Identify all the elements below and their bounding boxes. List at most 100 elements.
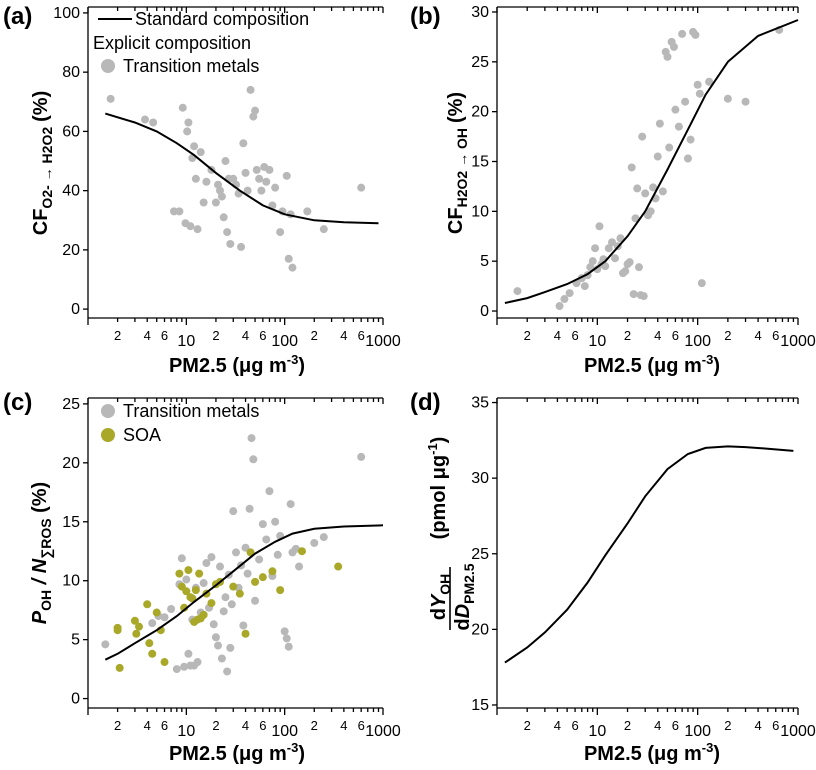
data-point [310, 538, 319, 547]
data-point [646, 207, 655, 216]
data-point [186, 222, 195, 231]
data-point [634, 263, 643, 272]
data-point [249, 455, 258, 464]
data-point [357, 452, 366, 461]
y-tick-label: 5 [480, 253, 489, 270]
x-minor-tick-label: 6 [358, 328, 365, 343]
data-point [674, 122, 683, 131]
x-minor-tick-label: 6 [772, 328, 779, 343]
y-axis-label-b: CFH2O2 → OH(%) [445, 92, 470, 234]
data-point [223, 228, 232, 237]
data-point [246, 85, 255, 94]
data-point [291, 544, 300, 553]
legend-a: Standard composition Explicit compositio… [93, 9, 309, 76]
data-point [217, 654, 226, 663]
y-tick-label: 15 [471, 154, 489, 171]
y-tick-label: 20 [62, 242, 80, 259]
legend-c: Transition metals SOA [101, 401, 259, 445]
x-tick-label: 100 [684, 723, 711, 740]
y-tick-label: 35 [471, 395, 489, 412]
y-tick-label: 60 [62, 123, 80, 140]
data-point [247, 434, 256, 443]
legend-standard-composition: Standard composition [135, 9, 309, 29]
data-point [221, 593, 230, 602]
y-tick-label: 5 [71, 632, 80, 649]
x-tick-label: 10 [177, 333, 195, 350]
data-point [241, 168, 250, 177]
data-point [209, 620, 218, 629]
data-point [251, 577, 260, 586]
data-point [106, 94, 115, 103]
data-point [229, 582, 238, 591]
data-point [251, 106, 260, 115]
data-point [265, 165, 274, 174]
data-point [286, 500, 295, 509]
data-point [180, 603, 189, 612]
data-point [555, 302, 564, 311]
x-minor-tick-label: 6 [772, 718, 779, 733]
data-point [132, 629, 141, 638]
x-minor-tick-label: 4 [554, 328, 561, 343]
data-point [175, 207, 184, 216]
data-point [149, 118, 158, 127]
standard-composition-curve [104, 524, 384, 661]
data-point [241, 629, 250, 638]
x-minor-tick-label: 6 [672, 328, 679, 343]
y-label-d-denominator: dDPM2.5 [452, 563, 477, 630]
x-tick-label: 1000 [365, 333, 401, 350]
data-point [160, 613, 169, 622]
x-minor-tick-label: 6 [571, 328, 578, 343]
data-point [681, 97, 690, 106]
y-tick-label: 0 [71, 691, 80, 708]
data-point [148, 619, 157, 628]
data-point [183, 127, 192, 136]
data-point [691, 30, 700, 39]
x-minor-tick-label: 4 [554, 718, 561, 733]
data-point [258, 573, 267, 582]
data-point [221, 157, 230, 166]
x-minor-tick-label: 4 [144, 328, 151, 343]
data-point [243, 186, 252, 195]
x-minor-tick-label: 4 [242, 328, 249, 343]
data-point [252, 165, 261, 174]
y-label-d-unit: (pmol μg-1) [425, 437, 450, 540]
data-point [633, 184, 642, 193]
y-tick-label: 25 [471, 546, 489, 563]
data-point [631, 214, 640, 223]
data-point [616, 234, 625, 243]
data-point [167, 604, 176, 613]
x-axis-label-c: PM2.5 (μg m-3) [169, 740, 305, 765]
data-point [319, 225, 328, 234]
y-tick-label: 0 [480, 303, 489, 320]
x-minor-tick-label: 4 [754, 718, 761, 733]
y-tick-label: 15 [471, 697, 489, 714]
x-minor-tick-label: 6 [358, 718, 365, 733]
data-point [282, 634, 291, 643]
y-tick-label: 100 [53, 5, 80, 22]
x-minor-tick-label: 6 [161, 328, 168, 343]
x-minor-tick-label: 6 [259, 718, 266, 733]
standard-composition-curve [504, 19, 799, 304]
y-tick-label: 80 [62, 64, 80, 81]
data-point [271, 517, 280, 526]
data-point [113, 626, 122, 635]
x-minor-tick-label: 4 [340, 328, 347, 343]
data-point [214, 641, 223, 650]
data-point [141, 115, 150, 124]
data-point [586, 263, 595, 272]
data-point [282, 171, 291, 180]
x-minor-tick-label: 4 [144, 718, 151, 733]
data-point [262, 535, 271, 544]
data-point [217, 192, 226, 201]
panel-label-b: (b) [410, 3, 441, 30]
data-point [226, 239, 235, 248]
x-minor-tick-label: 4 [754, 328, 761, 343]
panel-label-a: (a) [3, 3, 32, 30]
data-point [148, 649, 157, 658]
x-minor-tick-label: 2 [114, 718, 121, 733]
legend-soa-label: SOA [123, 425, 161, 445]
data-point [160, 658, 169, 667]
y-tick-label: 40 [62, 183, 80, 200]
